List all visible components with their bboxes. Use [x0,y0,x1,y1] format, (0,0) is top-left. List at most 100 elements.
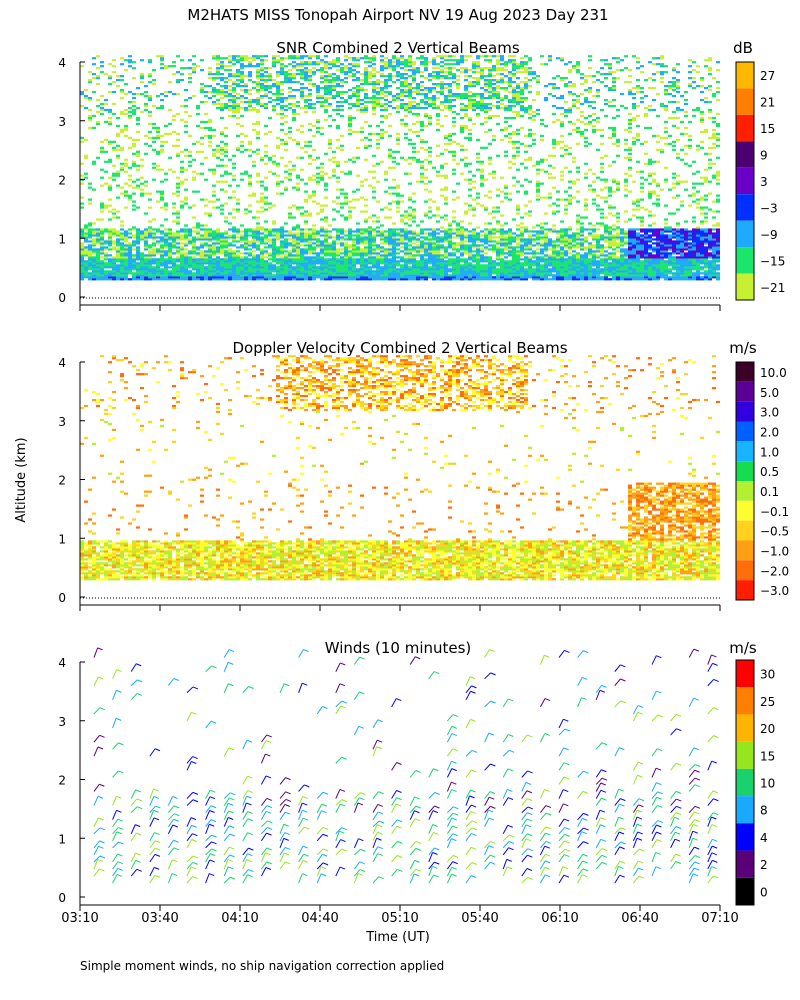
snr-cell [288,260,292,263]
snr-cell [500,244,504,247]
snr-cell [108,218,112,221]
snr-cell [164,242,168,245]
snr-cell [164,132,168,135]
snr-cell [632,180,636,183]
snr-cell [600,278,604,281]
snr-cell [488,248,492,251]
snr-cell [396,238,400,241]
snr-cell [400,266,404,269]
snr-cell [148,252,152,255]
snr-cell [444,136,448,139]
snr-cell [404,222,408,225]
snr-cell [336,202,340,205]
snr-cell [420,174,424,177]
snr-cell [404,262,408,265]
snr-cell [176,250,180,253]
snr-cell [364,252,368,255]
snr-cell [584,162,588,165]
snr-cell [228,274,232,277]
snr-cell [128,264,132,267]
snr-cell [588,168,592,171]
snr-cell [640,276,644,279]
snr-cell [688,242,692,245]
snr-cell [692,216,696,219]
snr-cell [340,170,344,173]
snr-cell [460,260,464,263]
snr-cell [704,278,708,281]
snr-cell [120,148,124,151]
snr-cell [248,204,252,207]
snr-cell [588,264,592,267]
snr-cell [168,244,172,247]
snr-cell [540,222,544,225]
snr-cell [624,242,628,245]
snr-cell [116,252,120,255]
snr-cell [452,264,456,267]
snr-cell [144,134,148,137]
snr-cell [136,152,140,155]
snr-cell [120,162,124,165]
snr-cell [708,238,712,241]
snr-cell [120,238,124,241]
snr-cell [344,254,348,257]
snr-cell [596,278,600,281]
snr-cell [88,250,92,253]
snr-cell [620,242,624,245]
snr-cell [520,226,524,229]
snr-cell [356,242,360,245]
snr-cell [544,266,548,269]
snr-cell [80,272,84,275]
snr-cell [496,278,500,281]
snr-cell [444,238,448,241]
snr-cell [588,274,592,277]
snr-cell [472,258,476,261]
snr-cell [388,228,392,231]
snr-cell [124,254,128,257]
snr-cell [124,256,128,259]
snr-cell [376,264,380,267]
snr-cell [112,208,116,211]
snr-cell [696,272,700,275]
snr-cell [216,262,220,265]
snr-cell [168,278,172,281]
snr-cell [368,238,372,241]
snr-cell [492,264,496,267]
snr-cell [640,228,644,231]
snr-cell [596,276,600,279]
snr-cell [328,268,332,271]
snr-cell [496,194,500,197]
snr-cell [148,220,152,223]
snr-cell [488,266,492,269]
snr-cell [360,236,364,239]
snr-cell [128,136,132,139]
snr-cell [404,242,408,245]
snr-cell [340,236,344,239]
snr-cell [716,254,720,257]
snr-cell [656,252,660,255]
snr-cell [124,248,128,251]
snr-cell [512,274,516,277]
snr-cell [212,170,216,173]
snr-cell [312,200,316,203]
snr-cell [236,230,240,233]
snr-cell [700,182,704,185]
snr-cell [380,230,384,233]
snr-cell [416,262,420,265]
snr-cell [220,132,224,135]
snr-cell [376,266,380,269]
snr-cell [92,276,96,279]
snr-cell [520,258,524,261]
snr-cell [628,250,632,253]
snr-cell [372,266,376,269]
snr-cell [456,244,460,247]
snr-cell [244,212,248,215]
snr-cell [336,176,340,179]
snr-cell [404,270,408,273]
snr-cell [300,234,304,237]
snr-cell [488,156,492,159]
snr-cell [532,276,536,279]
snr-cell [176,266,180,269]
snr-cell [256,266,260,269]
snr-cell [172,144,176,147]
snr-cell [604,216,608,219]
